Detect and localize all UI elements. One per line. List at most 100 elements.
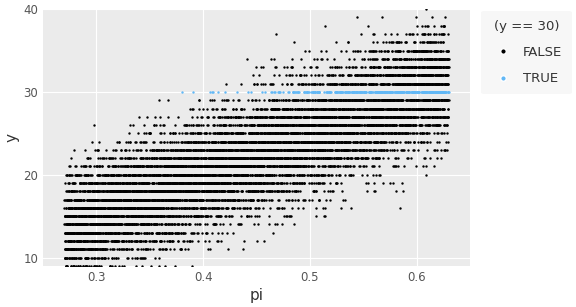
Point [219,181,228,185]
Point [198,197,207,202]
Point [87,214,96,219]
Point [362,106,371,111]
Point [359,164,368,169]
Point [191,139,200,144]
Point [342,156,351,161]
Point [414,81,423,86]
Point [162,172,172,177]
Point [320,131,329,136]
Point [98,214,108,219]
Point [234,131,243,136]
Point [343,98,352,103]
Point [420,48,430,53]
Point [217,156,226,161]
Point [198,156,207,161]
Point [176,164,185,169]
Point [314,106,323,111]
Point [260,106,270,111]
Point [374,106,383,111]
Point [188,205,198,210]
Point [248,114,257,119]
Point [98,189,108,194]
Point [123,156,132,161]
Point [156,189,165,194]
Point [359,81,369,86]
Point [328,156,337,161]
Point [409,122,418,127]
Legend: FALSE, TRUE: FALSE, TRUE [481,11,571,95]
Point [165,197,174,202]
Point [229,181,238,185]
Point [254,197,263,202]
Point [255,106,264,111]
Point [234,189,243,194]
Point [388,73,397,78]
Point [247,131,256,136]
Point [324,164,333,169]
Point [155,205,164,210]
Point [442,114,452,119]
Point [195,164,204,169]
Point [71,222,80,227]
Point [170,172,179,177]
Point [426,40,435,45]
Point [256,65,266,70]
Point [355,114,364,119]
Point [295,98,305,103]
Point [60,255,70,260]
Point [249,189,258,194]
Point [190,205,199,210]
Point [407,131,416,136]
Point [85,230,94,235]
Point [99,205,108,210]
Point [142,164,151,169]
Point [369,40,378,45]
Point [84,172,93,177]
Point [416,122,425,127]
Point [442,147,451,152]
Point [368,147,377,152]
Point [287,131,297,136]
Point [141,189,150,194]
Point [190,214,199,219]
Point [245,164,254,169]
Point [225,147,234,152]
Point [370,131,379,136]
Point [183,172,192,177]
Point [375,147,384,152]
Point [398,90,407,95]
Point [178,147,187,152]
Point [262,156,271,161]
Point [141,197,150,202]
Point [378,131,387,136]
Point [73,222,82,227]
Point [160,164,169,169]
Point [397,81,407,86]
Point [331,139,340,144]
Point [222,172,232,177]
Point [255,147,264,152]
Point [165,189,175,194]
Point [228,164,237,169]
Point [327,122,336,127]
Point [185,181,194,185]
Point [153,147,162,152]
Point [216,189,225,194]
Point [115,205,124,210]
Point [332,98,341,103]
Point [118,189,127,194]
Point [338,147,347,152]
Point [408,114,417,119]
Point [69,214,78,219]
Point [323,156,332,161]
Point [319,131,328,136]
Point [229,172,238,177]
Point [397,73,407,78]
Point [310,98,319,103]
Point [264,172,274,177]
Point [215,222,224,227]
Point [397,90,407,95]
Point [93,172,102,177]
Point [414,90,423,95]
Point [217,181,226,185]
